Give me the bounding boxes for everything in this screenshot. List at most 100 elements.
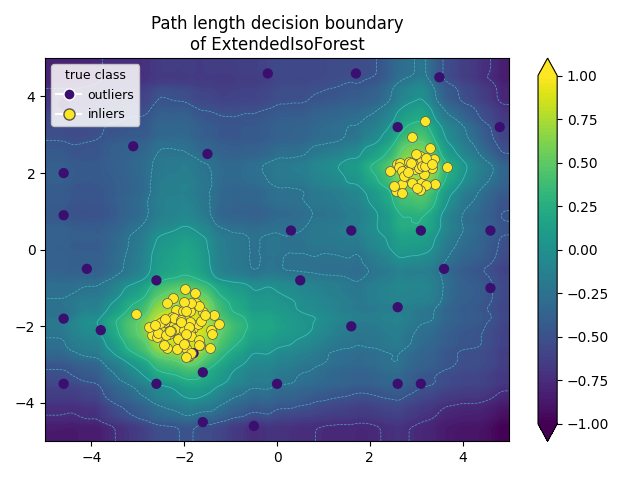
Point bbox=[421, 181, 431, 189]
Point bbox=[404, 158, 414, 166]
Point bbox=[177, 327, 188, 335]
Point bbox=[58, 100, 68, 108]
Point bbox=[200, 311, 211, 319]
Point bbox=[186, 332, 196, 340]
Point bbox=[190, 289, 200, 297]
Point bbox=[172, 345, 182, 353]
Point bbox=[415, 186, 425, 193]
Point bbox=[415, 152, 425, 159]
Point bbox=[392, 160, 402, 168]
Point bbox=[170, 314, 180, 322]
Point bbox=[410, 165, 420, 172]
Point bbox=[385, 167, 396, 174]
Point bbox=[58, 380, 68, 388]
Point bbox=[185, 328, 195, 336]
Point bbox=[161, 331, 171, 339]
PathPatch shape bbox=[538, 424, 557, 441]
Point bbox=[429, 155, 439, 163]
Point bbox=[351, 70, 361, 77]
Point bbox=[179, 339, 189, 347]
Point bbox=[442, 163, 452, 170]
Point bbox=[175, 317, 186, 324]
Point bbox=[419, 162, 429, 170]
Point bbox=[171, 306, 181, 314]
Point bbox=[419, 118, 429, 125]
Point bbox=[420, 165, 430, 173]
Point bbox=[406, 159, 416, 167]
Point bbox=[186, 308, 196, 315]
Point bbox=[495, 123, 505, 131]
Point bbox=[249, 422, 259, 430]
Point bbox=[159, 341, 169, 348]
Point bbox=[424, 144, 435, 152]
Point bbox=[205, 344, 216, 352]
Point bbox=[391, 187, 401, 194]
Point bbox=[170, 325, 180, 333]
Point bbox=[184, 352, 194, 360]
Point bbox=[485, 227, 495, 234]
Legend: outliers, inliers: outliers, inliers bbox=[51, 64, 140, 126]
Point bbox=[131, 310, 141, 318]
Point bbox=[392, 380, 403, 388]
Point bbox=[166, 327, 177, 335]
Point bbox=[392, 303, 403, 311]
Point bbox=[186, 299, 196, 307]
Point bbox=[399, 172, 409, 180]
Point bbox=[151, 276, 161, 284]
Point bbox=[397, 190, 408, 197]
Point bbox=[180, 344, 191, 352]
Point bbox=[100, 70, 111, 77]
Point bbox=[415, 165, 426, 172]
Point bbox=[207, 330, 217, 338]
Point bbox=[408, 160, 418, 168]
Point bbox=[179, 326, 189, 334]
Point bbox=[202, 150, 212, 158]
Point bbox=[170, 314, 180, 322]
Point bbox=[158, 317, 168, 324]
Point bbox=[164, 330, 174, 338]
Point bbox=[188, 324, 198, 332]
Point bbox=[58, 315, 68, 323]
Point bbox=[407, 133, 417, 141]
Point bbox=[153, 329, 163, 336]
Point bbox=[152, 334, 162, 341]
Point bbox=[414, 164, 424, 172]
Point bbox=[392, 123, 403, 131]
Point bbox=[394, 163, 404, 170]
Point bbox=[427, 160, 437, 168]
Point bbox=[193, 320, 203, 327]
Point bbox=[183, 352, 193, 360]
Point bbox=[178, 307, 188, 315]
Point bbox=[151, 380, 161, 388]
Point bbox=[295, 276, 305, 284]
Point bbox=[397, 167, 407, 175]
Point bbox=[206, 326, 216, 334]
Point bbox=[163, 344, 173, 352]
Point bbox=[427, 164, 437, 171]
Point bbox=[194, 336, 204, 344]
Point bbox=[346, 227, 356, 234]
Point bbox=[420, 154, 431, 162]
Point bbox=[430, 180, 440, 188]
Point bbox=[439, 265, 449, 273]
Point bbox=[181, 353, 191, 360]
Point bbox=[198, 418, 208, 426]
Point bbox=[95, 326, 106, 334]
Point bbox=[416, 227, 426, 234]
Point bbox=[415, 159, 426, 167]
Point bbox=[168, 294, 178, 302]
Point bbox=[396, 159, 406, 167]
Point bbox=[154, 320, 164, 327]
Point bbox=[198, 369, 208, 376]
Point bbox=[435, 73, 445, 81]
Point bbox=[161, 318, 171, 325]
Point bbox=[164, 327, 175, 335]
Point bbox=[198, 308, 209, 316]
Point bbox=[180, 285, 191, 292]
Point bbox=[147, 331, 157, 339]
Point bbox=[194, 302, 204, 310]
Point bbox=[166, 313, 177, 321]
Point bbox=[185, 319, 195, 326]
Point bbox=[184, 324, 194, 331]
Point bbox=[180, 327, 191, 335]
